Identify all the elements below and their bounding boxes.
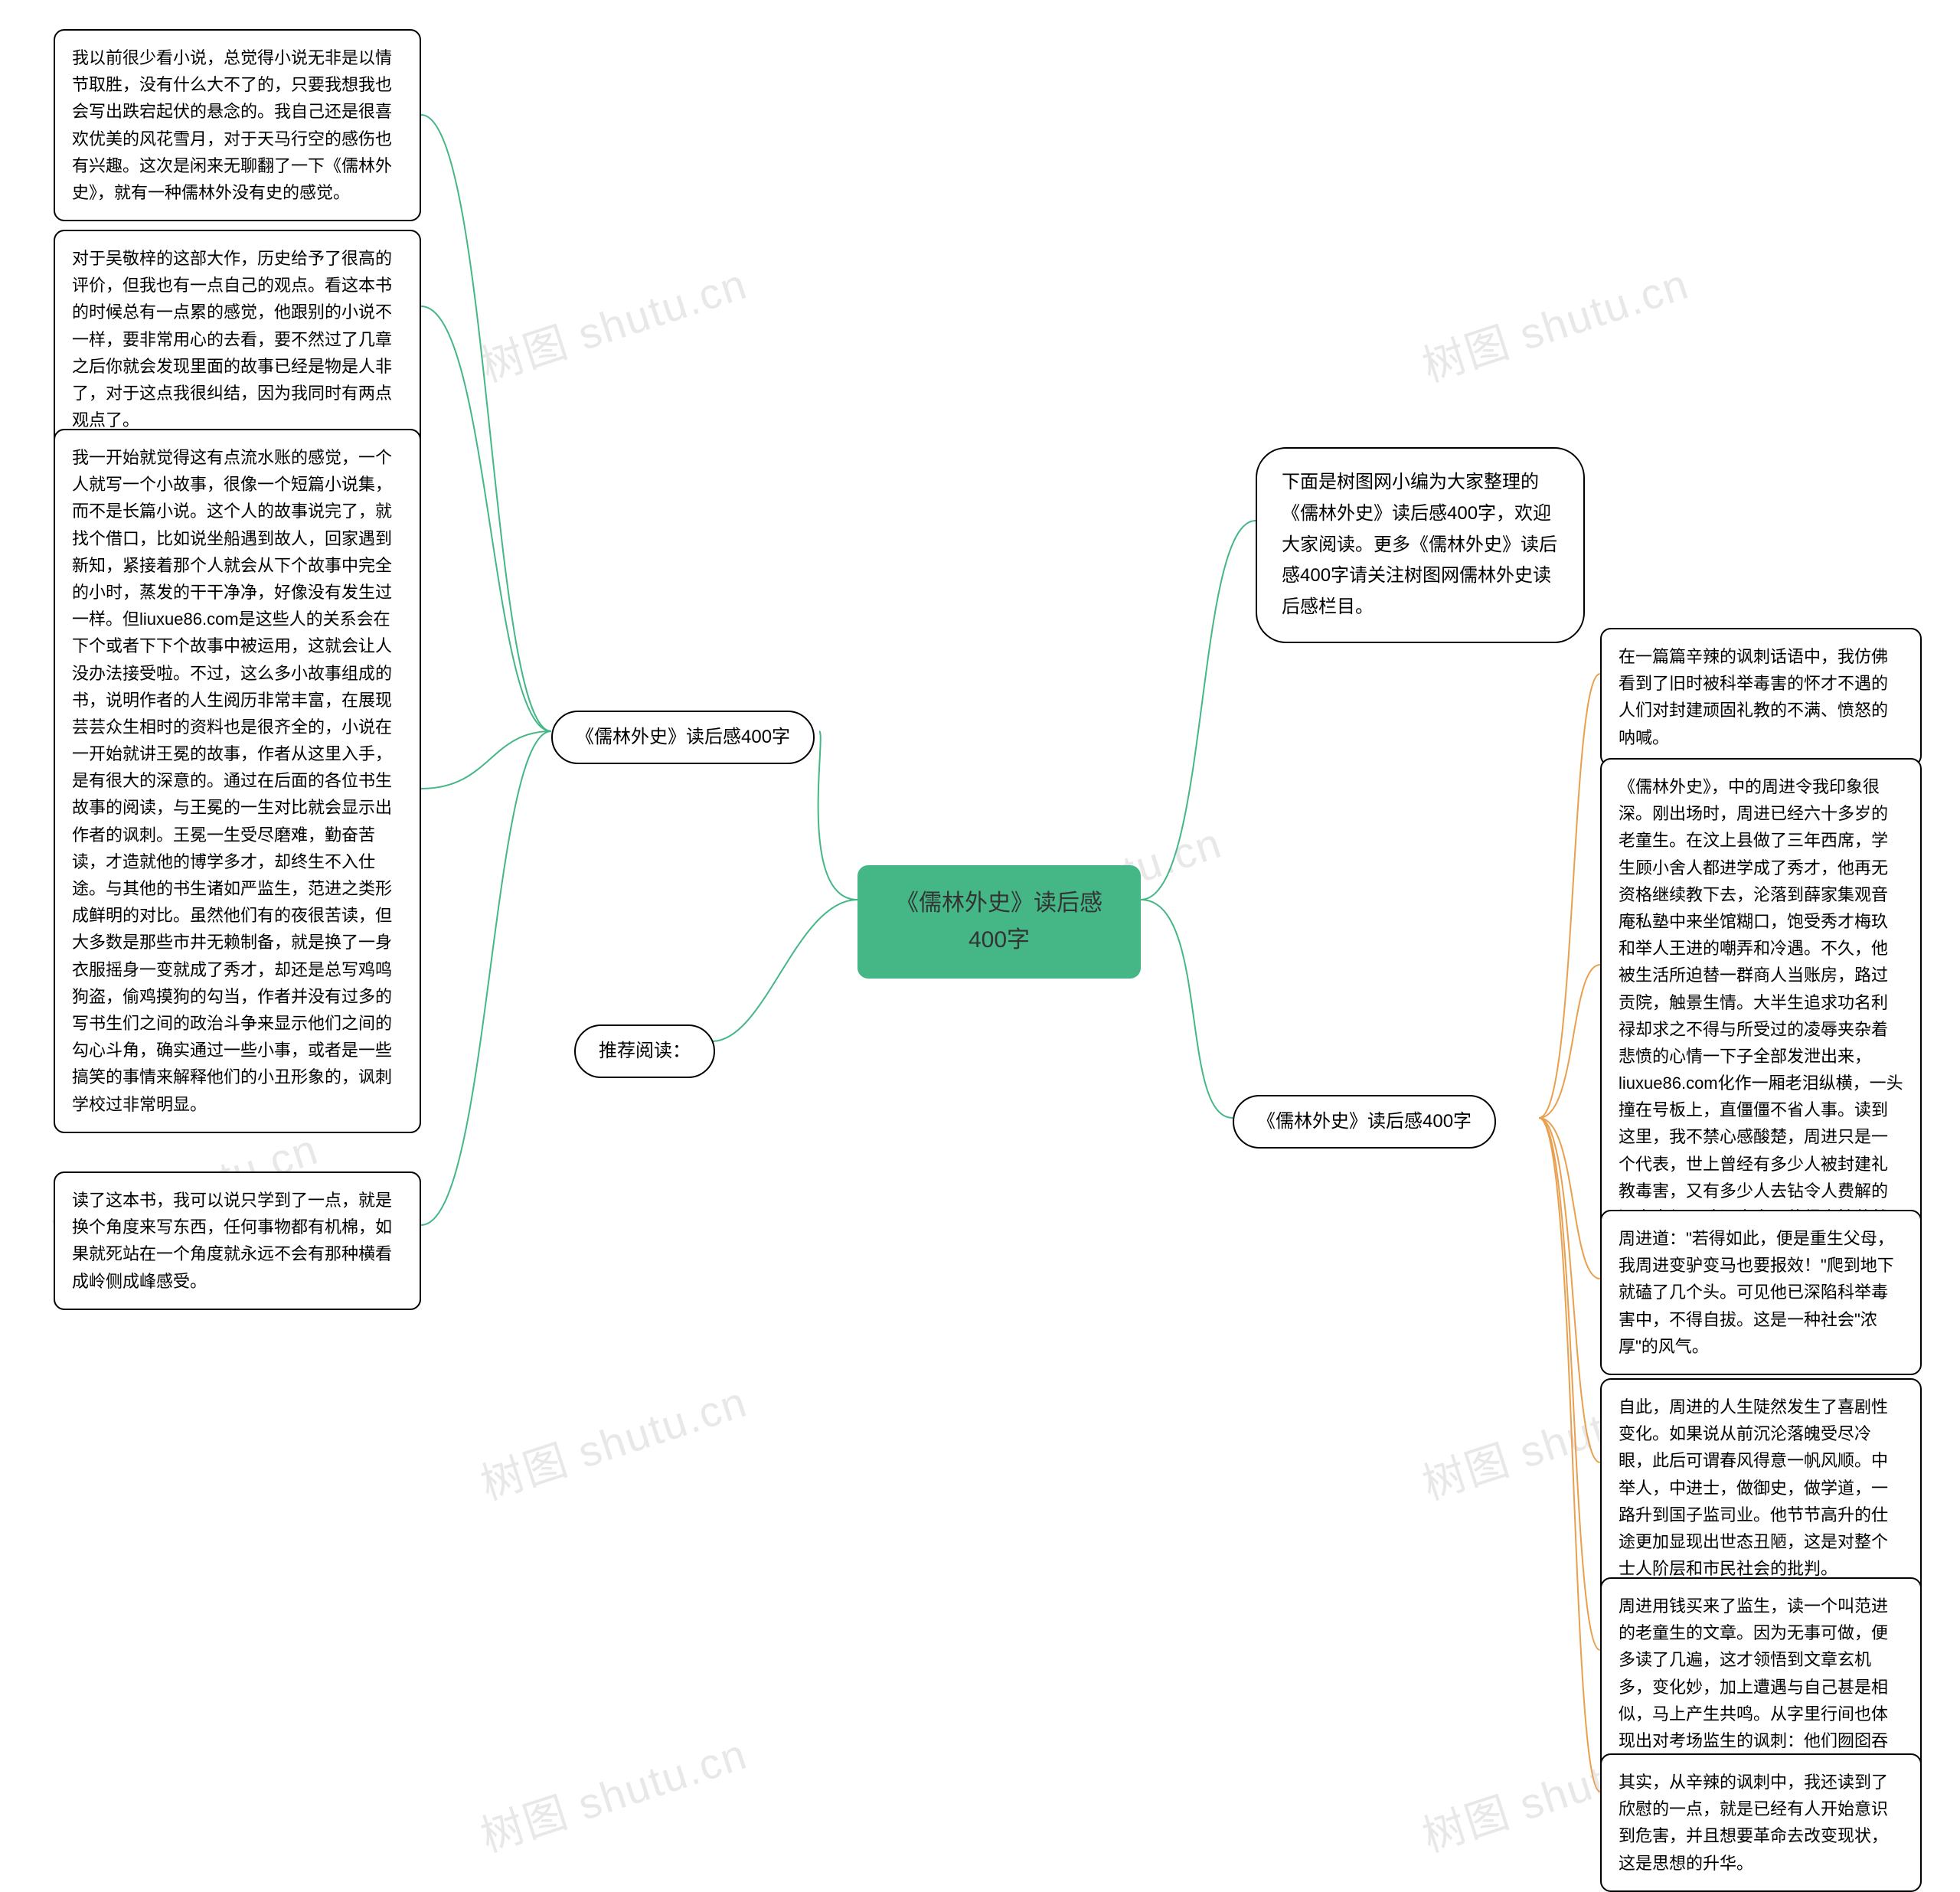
right-item-text: 其实，从辛辣的讽刺中，我还读到了欣慰的一点，就是已经有人开始意识到危害，并且想要… <box>1619 1773 1888 1873</box>
left-item-2[interactable]: 我一开始就觉得这有点流水账的感觉，一个人就写一个小故事，很像一个短篇小说集，而不… <box>54 429 421 1133</box>
left-item-text: 对于吴敬梓的这部大作，历史给予了很高的评价，但我也有一点自己的观点。看这本书的时… <box>72 249 392 430</box>
right-branch-label: 《儒林外史》读后感400字 <box>1257 1111 1472 1132</box>
intro-node[interactable]: 下面是树图网小编为大家整理的《儒林外史》读后感400字，欢迎大家阅读。更多《儒林… <box>1256 447 1585 643</box>
right-item-text: 在一篇篇辛辣的讽刺话语中，我仿佛看到了旧时被科举毒害的怀才不遇的人们对封建顽固礼… <box>1619 647 1888 747</box>
right-branch-title[interactable]: 《儒林外史》读后感400字 <box>1233 1095 1496 1149</box>
right-item-5[interactable]: 其实，从辛辣的讽刺中，我还读到了欣慰的一点，就是已经有人开始意识到危害，并且想要… <box>1600 1753 1922 1892</box>
left-item-3[interactable]: 读了这本书，我可以说只学到了一点，就是换个角度来写东西，任何事物都有机棉，如果就… <box>54 1171 421 1310</box>
right-item-1[interactable]: 《儒林外史》，中的周进令我印象很深。刚出场时，周进已经六十多岁的老童生。在汶上县… <box>1600 758 1922 1273</box>
center-node[interactable]: 《儒林外史》读后感400字 <box>858 865 1141 979</box>
left-item-text: 我一开始就觉得这有点流水账的感觉，一个人就写一个小故事，很像一个短篇小说集，而不… <box>72 448 392 1114</box>
right-item-text: 自此，周进的人生陡然发生了喜剧性变化。如果说从前沉沦落魄受尽冷眼，此后可谓春风得… <box>1619 1397 1888 1578</box>
right-item-text: 《儒林外史》，中的周进令我印象很深。刚出场时，周进已经六十多岁的老童生。在汶上县… <box>1619 777 1903 1254</box>
left-branch-title[interactable]: 《儒林外史》读后感400字 <box>551 711 815 764</box>
left-item-text: 读了这本书，我可以说只学到了一点，就是换个角度来写东西，任何事物都有机棉，如果就… <box>72 1191 392 1291</box>
right-item-text: 周进用钱买来了监生，读一个叫范进的老童生的文章。因为无事可做，便多读了几遍，这才… <box>1619 1596 1888 1777</box>
watermark: 树图 shutu.cn <box>472 250 754 394</box>
right-item-3[interactable]: 自此，周进的人生陡然发生了喜剧性变化。如果说从前沉沦落魄受尽冷眼，此后可谓春风得… <box>1600 1378 1922 1597</box>
right-item-2[interactable]: 周进道："若得如此，便是重生父母，我周进变驴变马也要报效！"爬到地下就磕了几个头… <box>1600 1210 1922 1375</box>
recommend-node[interactable]: 推荐阅读： <box>574 1024 715 1078</box>
right-item-0[interactable]: 在一篇篇辛辣的讽刺话语中，我仿佛看到了旧时被科举毒害的怀才不遇的人们对封建顽固礼… <box>1600 628 1922 766</box>
watermark: 树图 shutu.cn <box>1413 250 1696 394</box>
left-item-text: 我以前很少看小说，总觉得小说无非是以情节取胜，没有什么大不了的，只要我想我也会写… <box>72 48 392 202</box>
left-item-0[interactable]: 我以前很少看小说，总觉得小说无非是以情节取胜，没有什么大不了的，只要我想我也会写… <box>54 29 421 221</box>
watermark: 树图 shutu.cn <box>472 1720 754 1864</box>
watermark: 树图 shutu.cn <box>472 1368 754 1512</box>
left-item-1[interactable]: 对于吴敬梓的这部大作，历史给予了很高的评价，但我也有一点自己的观点。看这本书的时… <box>54 230 421 449</box>
intro-text: 下面是树图网小编为大家整理的《儒林外史》读后感400字，欢迎大家阅读。更多《儒林… <box>1282 472 1557 617</box>
recommend-label: 推荐阅读： <box>599 1041 691 1061</box>
left-branch-label: 《儒林外史》读后感400字 <box>576 727 790 747</box>
right-item-text: 周进道："若得如此，便是重生父母，我周进变驴变马也要报效！"爬到地下就磕了几个头… <box>1619 1229 1894 1356</box>
center-title: 《儒林外史》读后感400字 <box>896 890 1102 953</box>
